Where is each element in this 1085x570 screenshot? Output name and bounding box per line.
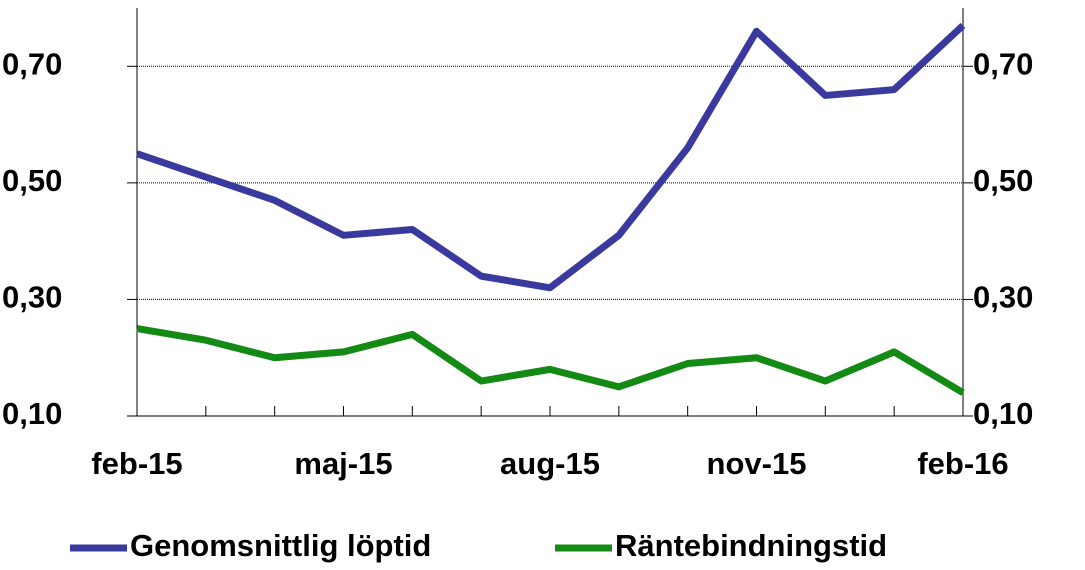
y-tick-label: 0,70 [2,46,62,81]
x-tick-label: feb-16 [917,446,1008,481]
x-tick-label: aug-15 [500,446,600,481]
y2-tick-label: 0,50 [973,163,1033,198]
y-tick-label: 0,10 [2,396,62,431]
y2-tick-label: 0,10 [973,396,1033,431]
x-tick-label: nov-15 [707,446,807,481]
x-tick-label: maj-15 [294,446,392,481]
legend-label: Räntebindningstid [615,528,887,563]
y-tick-label: 0,50 [2,163,62,198]
y2-tick-label: 0,70 [973,46,1033,81]
x-tick-label: feb-15 [91,446,182,481]
line-series [136,325,965,396]
y-tick-label: 0,30 [2,280,62,315]
line-series [135,22,966,292]
y2-tick-label: 0,30 [973,280,1033,315]
legend-label: Genomsnittlig löptid [130,528,431,563]
